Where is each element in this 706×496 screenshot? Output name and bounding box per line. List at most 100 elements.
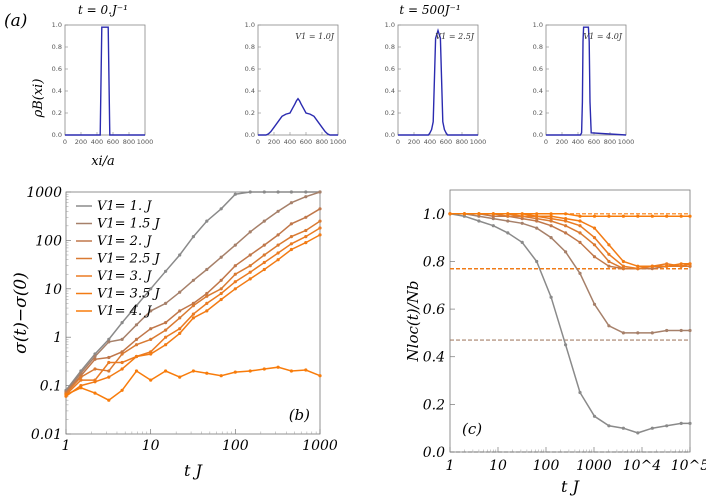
data-point <box>304 368 308 372</box>
x-axis-label: t J <box>561 477 581 496</box>
data-point <box>520 214 524 218</box>
x-tick-label: 1 <box>446 458 455 474</box>
data-point <box>564 250 568 254</box>
data-point <box>650 264 654 268</box>
y-tick-label: 0.2 <box>423 397 445 413</box>
y-tick-label: 0.8 <box>385 43 395 51</box>
data-point <box>679 264 683 268</box>
data-point <box>191 235 195 239</box>
x-axis-label: t J <box>184 461 204 480</box>
y-tick-label: 0.8 <box>423 254 445 270</box>
x-tick-label: 100 <box>222 438 249 454</box>
data-point <box>679 421 683 425</box>
data-point <box>276 365 280 369</box>
data-point <box>549 217 553 221</box>
data-point <box>79 386 83 390</box>
data-point <box>205 309 209 313</box>
data-point <box>650 426 654 430</box>
y-tick-label: 0.4 <box>385 87 395 95</box>
data-point <box>93 380 97 384</box>
data-point <box>164 328 168 332</box>
x-tick-label: 1000 <box>618 138 635 146</box>
data-point <box>219 287 223 291</box>
data-point <box>564 217 568 221</box>
y-tick-label: 0.6 <box>385 65 395 73</box>
data-point <box>592 414 597 418</box>
x-tick-label: 400 <box>91 138 103 146</box>
data-point <box>149 287 153 291</box>
data-point <box>462 212 466 216</box>
series-line <box>450 213 690 217</box>
panel-a-xlabel: xi/a <box>91 154 115 169</box>
x-tick-label: 200 <box>75 138 87 146</box>
data-point <box>564 231 568 235</box>
data-point <box>491 212 495 216</box>
data-point <box>520 217 524 221</box>
y-tick-label: 0.4 <box>533 87 543 95</box>
data-point <box>549 295 553 299</box>
x-tick-label: 1000 <box>302 438 338 454</box>
data-point <box>607 324 611 328</box>
data-point <box>636 331 640 335</box>
data-point <box>93 367 97 371</box>
data-point <box>491 224 495 228</box>
plot-frame <box>257 24 339 136</box>
x-tick-label: 10 <box>142 438 160 454</box>
data-point <box>289 190 293 194</box>
data-point <box>506 219 510 223</box>
data-point <box>304 235 308 239</box>
x-tick-label: 400 <box>284 138 296 146</box>
data-point <box>592 214 597 218</box>
y-tick-label: 0.2 <box>52 109 62 117</box>
data-point <box>688 214 692 218</box>
y-tick-label: 1.0 <box>52 21 62 29</box>
data-point <box>262 267 266 272</box>
data-point <box>477 214 481 218</box>
data-point <box>120 337 124 341</box>
data-point <box>679 214 683 218</box>
data-point <box>276 190 280 194</box>
data-point <box>205 267 209 272</box>
series-line <box>450 213 690 270</box>
y-tick-label: 0.0 <box>423 445 445 461</box>
data-point <box>318 226 322 230</box>
plot-frame <box>397 24 479 136</box>
data-point <box>592 226 597 230</box>
y-tick-label: 1 <box>53 330 62 346</box>
density-curve <box>398 28 478 136</box>
x-tick-label: 200 <box>556 138 568 146</box>
data-point <box>549 214 553 218</box>
data-point <box>93 354 97 359</box>
y-axis-label: σ(t)−σ(0) <box>11 272 31 354</box>
data-point <box>205 301 209 305</box>
x-tick-label: 800 <box>456 138 468 146</box>
data-point <box>304 190 308 194</box>
potential-label: V1 = 1.0J <box>295 32 334 41</box>
data-point <box>506 231 510 235</box>
data-point <box>79 378 83 382</box>
y-tick-label: 0.6 <box>52 65 62 73</box>
data-point <box>289 242 293 246</box>
data-point <box>149 352 153 356</box>
data-point <box>318 207 322 211</box>
localized-fraction-plot: 1 10 100 1000 10^4 10^5 0.0 0.2 0.4 0.6 0.8 1.0 (c) t… <box>404 189 706 496</box>
data-point <box>248 264 252 268</box>
data-point <box>688 264 692 268</box>
data-point <box>506 214 510 218</box>
data-point <box>134 337 139 341</box>
data-point <box>607 214 611 218</box>
data-point <box>107 340 111 344</box>
data-point <box>191 316 195 320</box>
y-tick-label: 0.1 <box>40 379 62 395</box>
data-point <box>107 360 111 365</box>
data-point <box>621 267 626 271</box>
data-point <box>535 212 539 216</box>
data-point <box>318 374 322 378</box>
density-plot-v1-1: 0 200 400 600 800 1000 0.0 0.2 0.4 0.6 0.8 1.0 V1 = … <box>245 21 347 146</box>
x-tick-label: 600 <box>107 138 119 146</box>
data-point <box>289 201 293 205</box>
legend-entry: V1= 1. J <box>97 199 152 214</box>
potential-label: V1 = 2.5J <box>435 32 474 41</box>
data-point <box>276 251 280 255</box>
